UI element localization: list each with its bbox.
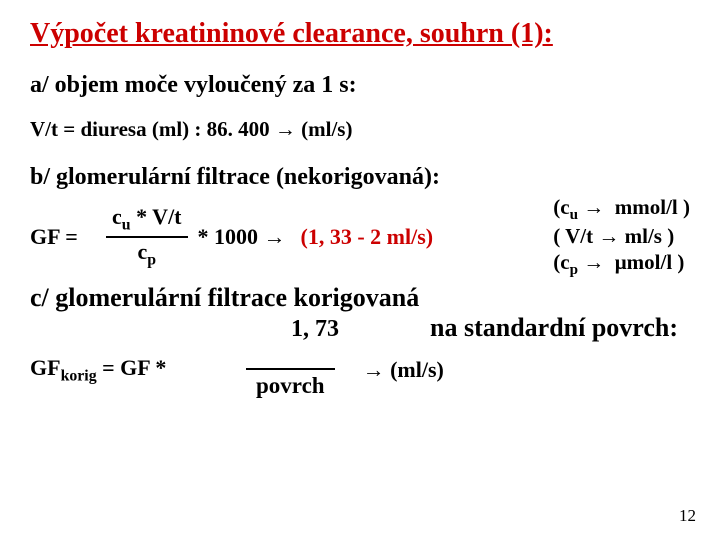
arrow-icon: → (264, 224, 286, 249)
gf-fraction: cu * V/t cp (106, 205, 188, 269)
slide-title: Výpočet kreatininové clearance, souhrn (… (30, 18, 690, 50)
arrow-icon: → (363, 357, 385, 382)
gf-formula-row: GF = cu * V/t cp * 1000 → (1, 33 - 2 ml/… (30, 195, 690, 279)
formula-a-post: (ml/s) (296, 117, 353, 141)
gf-note-2: ( V/t → ml/s ) (553, 224, 690, 249)
gf-note3-post: μmol/l ) (610, 250, 685, 274)
gfkorig-row: GFkorig = GF * 1,73 povrch → (ml/s) (30, 343, 690, 398)
c-173: 1, 73 (291, 316, 339, 342)
gf-numerator: cu * V/t (106, 205, 188, 236)
arrow-icon: → (583, 196, 604, 219)
gf-note3-sub: p (570, 262, 578, 278)
korig-pre: GF (30, 355, 61, 380)
gf-note1-pre: (c (553, 195, 569, 219)
gf-num-sub: u (122, 216, 131, 233)
korig-result: → (ml/s) (363, 357, 444, 383)
gf-note-1: (cu → mmol/l ) (553, 195, 690, 224)
gf-note2-post: ml/s ) (619, 224, 674, 248)
gf-middle: * 1000 → (1, 33 - 2 ml/s) (198, 224, 438, 250)
gf-denominator: cp (131, 238, 162, 269)
formula-a: V/t = diuresa (ml) : 86. 400 → (ml/s) (30, 117, 690, 142)
gf-note-3: (cp → μmol/l ) (553, 250, 690, 279)
korig-fraction: 1,73 povrch (246, 343, 335, 398)
gf-notes: (cu → mmol/l ) ( V/t → ml/s ) (cp → μmol… (553, 195, 690, 279)
c-173-wrap: 1, 73 (230, 313, 400, 343)
section-c-heading: c/ glomerulární filtrace korigovaná (30, 283, 690, 313)
page-number: 12 (679, 506, 696, 526)
arrow-icon: → (275, 118, 296, 141)
formula-a-pre: V/t = diuresa (ml) : 86. 400 (30, 117, 275, 141)
section-a-heading: a/ objem moče vyloučený za 1 s: (30, 72, 690, 99)
arrow-icon: → (583, 251, 604, 274)
section-b-heading: b/ glomerulární filtrace (nekorigovaná): (30, 164, 690, 191)
arrow-icon: → (598, 225, 619, 248)
korig-post: = GF * (97, 355, 167, 380)
gf-range: (1, 33 - 2 ml/s) (301, 224, 434, 249)
gf-label: GF = (30, 224, 102, 250)
gfkorig-label: GFkorig = GF * (30, 355, 240, 385)
gf-num-c: c (112, 204, 122, 229)
korig-den: povrch (246, 370, 335, 398)
gf-num-tail: * V/t (131, 204, 182, 229)
gf-den-sub: p (147, 251, 156, 268)
korig-sub: korig (61, 368, 97, 385)
gf-note1-sub: u (570, 207, 578, 223)
gf-note1-post: mmol/l ) (610, 195, 690, 219)
gf-mid-pre: * 1000 (198, 224, 264, 249)
slide: Výpočet kreatininové clearance, souhrn (… (0, 0, 720, 540)
gf-note2-pre: ( V/t (553, 224, 598, 248)
gf-note3-pre: (c (553, 250, 569, 274)
korig-res-text: (ml/s) (385, 357, 444, 382)
gf-den-c: c (137, 239, 147, 264)
c-standard: na standardní povrch: (430, 313, 678, 343)
section-c-continuation: 1, 73 na standardní povrch: (30, 313, 690, 343)
